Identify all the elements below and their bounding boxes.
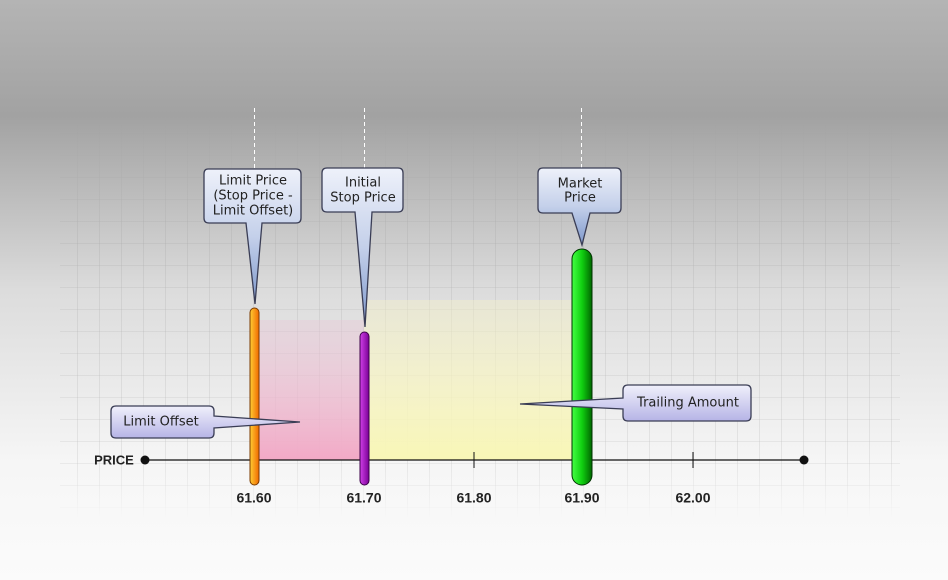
stop-price-bar (359, 331, 370, 486)
callout-text: (Stop Price - (213, 189, 293, 204)
callout (321, 167, 404, 328)
tick-label: 61.80 (456, 490, 491, 506)
limit-price-bar (249, 307, 260, 486)
callout-text: Trailing Amount (636, 396, 739, 411)
callout-text: Initial (345, 176, 381, 191)
guide-lines (254, 108, 582, 169)
callout-text: Market (558, 177, 603, 192)
axis-end (140, 455, 150, 465)
tick-label: 61.90 (564, 490, 599, 506)
callout-text: Stop Price (330, 191, 395, 206)
callout-text: Limit Offset (123, 415, 198, 430)
callout (519, 384, 752, 422)
axis-ticks (473, 452, 694, 468)
tick-label: 61.70 (346, 490, 381, 506)
callout (537, 167, 622, 248)
tick-label: 62.00 (675, 490, 710, 506)
callout (110, 405, 301, 439)
callout-text: Limit Offset) (213, 204, 294, 219)
axis-label: PRICE (94, 452, 134, 467)
callout (203, 168, 302, 305)
callout-text: Price (564, 191, 596, 206)
tick-label: 61.60 (236, 490, 271, 506)
market-price-bar (571, 248, 593, 486)
axis-end (799, 455, 809, 465)
limit-offset-zone (254, 320, 364, 460)
callout-text: Limit Price (219, 174, 287, 189)
trailing-zone (364, 300, 582, 460)
